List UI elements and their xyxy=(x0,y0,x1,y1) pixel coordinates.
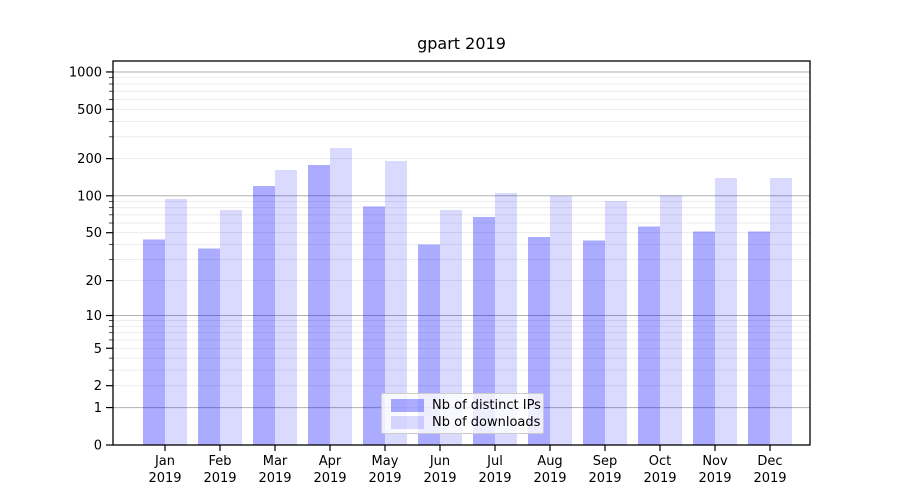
x-tick-label: Aug 2019 xyxy=(533,454,566,486)
bar-ips-1 xyxy=(198,248,220,445)
y-tick-label: 10 xyxy=(85,309,102,324)
bar-downloads-1 xyxy=(220,209,242,445)
chart-title: gpart 2019 xyxy=(417,34,506,53)
legend-item-distinct-ips: Nb of distinct IPs xyxy=(391,398,541,413)
y-tick-label: 500 xyxy=(77,103,102,118)
y-tick-label: 100 xyxy=(77,189,102,204)
y-tick-label: 2 xyxy=(94,379,102,394)
y-tick-label: 0 xyxy=(94,439,102,454)
x-tick-label: Jul 2019 xyxy=(478,454,511,486)
x-tick-label: Sep 2019 xyxy=(588,454,621,486)
bar-ips-2 xyxy=(253,186,275,445)
bar-downloads-9 xyxy=(660,195,682,445)
x-tick-label: Oct 2019 xyxy=(643,454,676,486)
bar-downloads-3 xyxy=(330,148,352,445)
legend: Nb of distinct IPs Nb of downloads xyxy=(381,393,544,434)
x-tick-label: Jan 2019 xyxy=(148,454,181,486)
bar-downloads-0 xyxy=(165,199,187,445)
y-tick-label: 5 xyxy=(94,342,102,357)
bar-downloads-2 xyxy=(275,169,297,445)
x-tick-label: Nov 2019 xyxy=(698,454,731,486)
bar-ips-8 xyxy=(583,240,605,445)
legend-label-distinct-ips: Nb of distinct IPs xyxy=(432,397,541,413)
legend-label-downloads: Nb of downloads xyxy=(432,414,541,430)
x-tick-label: May 2019 xyxy=(368,454,401,486)
x-tick-label: Mar 2019 xyxy=(258,454,291,486)
bar-downloads-8 xyxy=(605,200,627,445)
bar-downloads-6 xyxy=(495,193,517,445)
bar-downloads-4 xyxy=(385,161,407,445)
bar-downloads-7 xyxy=(550,195,572,445)
legend-swatch-distinct-ips xyxy=(391,398,424,412)
y-tick-label: 50 xyxy=(85,226,102,241)
bar-ips-0 xyxy=(143,239,165,445)
legend-item-downloads: Nb of downloads xyxy=(391,414,541,430)
x-tick-label: Feb 2019 xyxy=(203,454,236,486)
y-tick-label: 1000 xyxy=(69,65,102,80)
bar-ips-6 xyxy=(473,217,495,445)
bar-ips-3 xyxy=(308,164,330,445)
bar-ips-11 xyxy=(748,231,770,445)
y-tick-label: 1 xyxy=(94,401,102,416)
x-tick-label: Jun 2019 xyxy=(423,454,456,486)
bar-downloads-5 xyxy=(440,209,462,445)
y-tick-label: 200 xyxy=(77,152,102,167)
bar-ips-9 xyxy=(638,226,660,445)
plot-border xyxy=(112,60,811,446)
legend-swatch-downloads xyxy=(391,415,424,429)
x-tick-label: Dec 2019 xyxy=(753,454,786,486)
x-tick-label: Apr 2019 xyxy=(313,454,346,486)
bar-downloads-10 xyxy=(715,177,737,445)
bar-ips-10 xyxy=(693,231,715,445)
bar-downloads-11 xyxy=(770,177,792,445)
y-tick-label: 20 xyxy=(85,274,102,289)
bar-ips-4 xyxy=(363,206,385,445)
